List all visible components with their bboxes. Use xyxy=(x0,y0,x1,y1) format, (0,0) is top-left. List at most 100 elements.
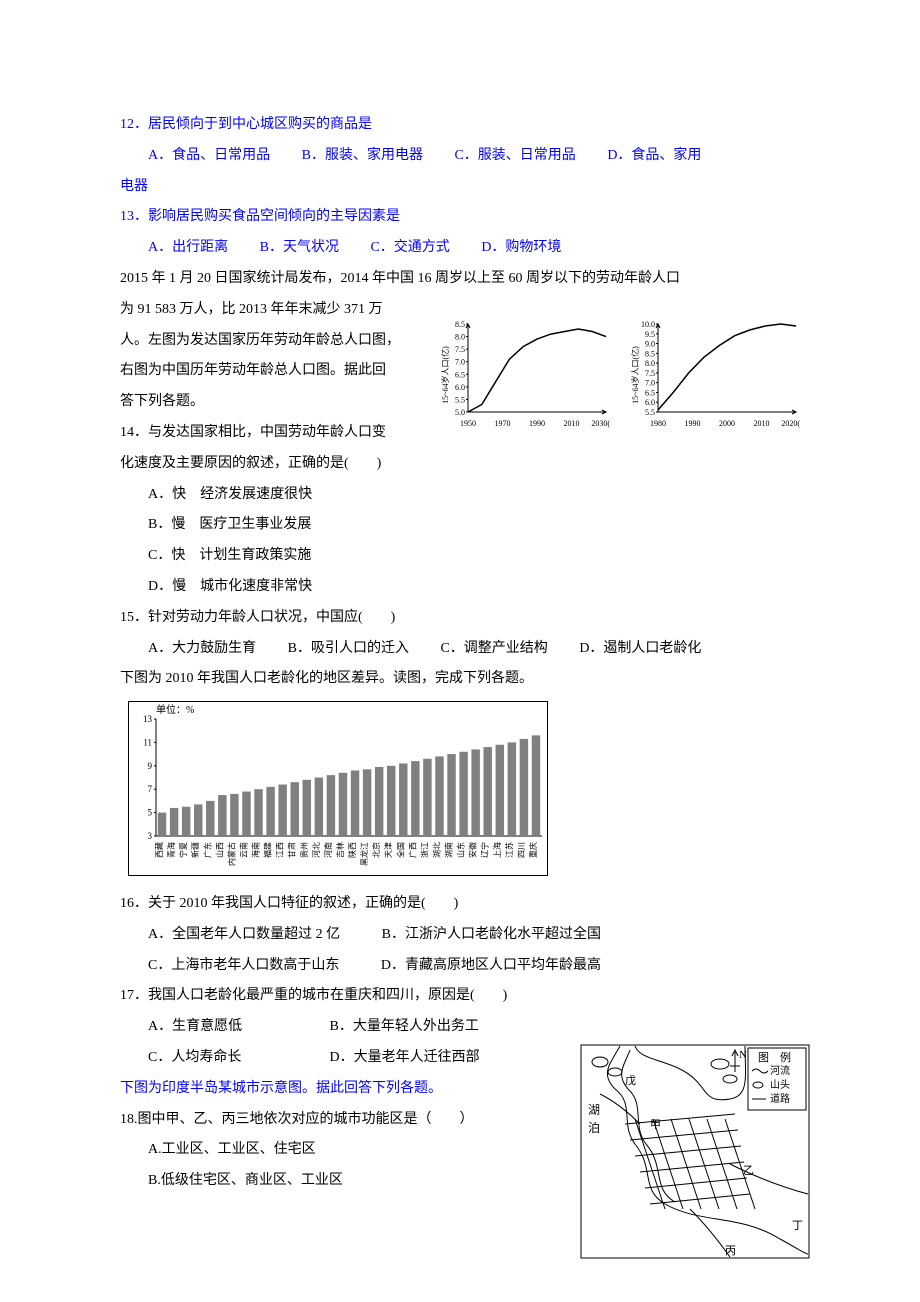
svg-text:浙江: 浙江 xyxy=(419,842,429,858)
svg-text:8.0: 8.0 xyxy=(645,359,655,368)
opt-c: C．交通方式 xyxy=(370,233,449,264)
svg-text:乙: 乙 xyxy=(743,1164,754,1177)
q-stem: 图中甲、乙、丙三地依次对应的城市功能区是（ ） xyxy=(138,1112,474,1127)
opt-a: A．食品、日常用品 xyxy=(148,141,270,172)
context-para-l5: 答下列各题。 xyxy=(120,387,420,418)
svg-text:安徽: 安徽 xyxy=(468,842,478,858)
svg-text:湖: 湖 xyxy=(588,1102,600,1117)
line-charts-row: 5.05.56.06.57.07.58.08.51950197019902010… xyxy=(440,320,810,430)
svg-text:9: 9 xyxy=(148,761,153,771)
svg-text:重庆: 重庆 xyxy=(528,842,538,858)
context-para2: 下图为 2010 年我国人口老龄化的地区差异。读图，完成下列各题。 xyxy=(120,664,810,695)
china-chart: 5.56.06.57.07.58.08.59.09.510.0198019902… xyxy=(630,320,800,430)
svg-text:9.5: 9.5 xyxy=(645,330,655,339)
svg-text:江西: 江西 xyxy=(276,842,285,858)
q-stem: 针对劳动力年龄人口状况，中国应( ) xyxy=(148,610,395,625)
svg-text:河北: 河北 xyxy=(311,842,321,858)
svg-text:7: 7 xyxy=(148,784,153,794)
q-stem: 关于 2010 年我国人口特征的叙述，正确的是( ) xyxy=(148,896,458,911)
svg-text:10.0: 10.0 xyxy=(641,320,655,329)
svg-text:图 例: 图 例 xyxy=(758,1050,791,1064)
svg-text:天津: 天津 xyxy=(383,842,393,858)
opt-b: B．吸引人口的迁入 xyxy=(288,634,409,665)
opt-d: D．购物环境 xyxy=(481,233,561,264)
svg-text:5: 5 xyxy=(148,808,153,818)
q-stem: 我国人口老龄化最严重的城市在重庆和四川，原因是( ) xyxy=(148,988,507,1003)
svg-text:6.0: 6.0 xyxy=(455,383,465,392)
svg-text:6.5: 6.5 xyxy=(455,370,465,379)
svg-text:3: 3 xyxy=(148,831,153,841)
svg-text:陕西: 陕西 xyxy=(347,842,357,858)
svg-text:青海: 青海 xyxy=(166,842,176,858)
opt-c: C．服装、日常用品 xyxy=(454,141,575,172)
opt-d: D．遏制人口老龄化 xyxy=(579,634,701,665)
svg-text:1990: 1990 xyxy=(685,419,701,428)
opt-d: D．慢 城市化速度非常快 xyxy=(120,572,810,603)
svg-text:13: 13 xyxy=(143,714,153,724)
q-num: 13． xyxy=(120,209,148,224)
svg-text:道路: 道路 xyxy=(770,1092,790,1105)
q-stem-l2: 化速度及主要原因的叙述，正确的是( ) xyxy=(120,449,810,480)
svg-text:云南: 云南 xyxy=(238,842,248,858)
svg-text:7.5: 7.5 xyxy=(645,369,655,378)
developed-countries-chart: 5.05.56.06.57.07.58.08.51950197019902010… xyxy=(440,320,610,430)
opt-a: A．出行距离 xyxy=(148,233,228,264)
svg-text:5.5: 5.5 xyxy=(455,395,465,404)
opt-a: A．快 经济发展速度很快 xyxy=(120,480,810,511)
q-num: 17． xyxy=(120,988,148,1003)
svg-text:15~64岁人口(亿): 15~64岁人口(亿) xyxy=(440,346,450,404)
svg-text:上海: 上海 xyxy=(492,842,502,858)
svg-text:7.0: 7.0 xyxy=(455,358,465,367)
svg-text:2020(年): 2020(年) xyxy=(781,418,800,428)
opt-b: B．大量年轻人外出务工 xyxy=(330,1012,479,1043)
q-stem: 影响居民购买食品空间倾向的主导因素是 xyxy=(148,209,400,224)
svg-text:山西: 山西 xyxy=(214,842,224,858)
svg-text:11: 11 xyxy=(143,738,152,748)
opt-d: D．食品、家用 xyxy=(607,141,701,172)
svg-text:8.5: 8.5 xyxy=(455,320,465,329)
svg-text:9.0: 9.0 xyxy=(645,340,655,349)
svg-text:海南: 海南 xyxy=(251,842,261,858)
q-num: 18. xyxy=(120,1112,138,1127)
opt-a: A．生育意愿低 xyxy=(148,1012,298,1043)
svg-text:宁夏: 宁夏 xyxy=(178,842,188,858)
context-para-l2: 为 91 583 万人，比 2013 年年末减少 371 万 xyxy=(120,295,420,326)
svg-text:辽宁: 辽宁 xyxy=(480,842,490,858)
svg-text:黑龙江: 黑龙江 xyxy=(359,842,369,866)
context-para-l4: 右图为中国历年劳动年龄总人口图。据此回 xyxy=(120,356,420,387)
opt-c: C．上海市老年人口数高于山东 xyxy=(148,951,339,982)
svg-text:5.0: 5.0 xyxy=(455,408,465,417)
svg-text:2000: 2000 xyxy=(719,419,735,428)
svg-text:1970: 1970 xyxy=(495,419,511,428)
svg-text:2010: 2010 xyxy=(564,419,580,428)
svg-text:6.5: 6.5 xyxy=(645,388,655,397)
svg-text:泊: 泊 xyxy=(588,1121,600,1135)
svg-text:单位：%: 单位：% xyxy=(156,703,194,716)
svg-text:丙: 丙 xyxy=(725,1245,736,1257)
svg-text:1980: 1980 xyxy=(650,419,666,428)
q-num: 15． xyxy=(120,610,148,625)
opt-a: A．全国老年人口数量超过 2 亿 xyxy=(148,920,340,951)
svg-text:福建: 福建 xyxy=(263,842,273,858)
opt-b: B．服装、家用电器 xyxy=(302,141,423,172)
svg-text:7.5: 7.5 xyxy=(455,345,465,354)
svg-text:N: N xyxy=(739,1049,747,1061)
svg-text:戊: 戊 xyxy=(625,1074,636,1087)
svg-text:吉林: 吉林 xyxy=(335,842,345,858)
svg-text:内蒙古: 内蒙古 xyxy=(226,842,236,866)
q-num: 16． xyxy=(120,896,148,911)
q-num: 14． xyxy=(120,425,148,440)
svg-text:江苏: 江苏 xyxy=(504,842,514,858)
svg-text:15~64岁人口(亿): 15~64岁人口(亿) xyxy=(630,346,640,404)
svg-text:甲: 甲 xyxy=(650,1119,661,1131)
svg-text:河南: 河南 xyxy=(323,842,333,858)
opt-d-tail: 电器 xyxy=(120,172,810,203)
opt-c: C．快 计划生育政策实施 xyxy=(120,541,810,572)
svg-text:河流: 河流 xyxy=(770,1064,790,1077)
svg-text:6.0: 6.0 xyxy=(645,398,655,407)
opt-c: C．人均寿命长 xyxy=(148,1043,298,1074)
svg-text:四川: 四川 xyxy=(517,842,526,858)
city-map: 湖泊戊 甲 乙 丙 丁 N 图 例河流山头道路 xyxy=(580,1044,810,1272)
svg-text:2030(年): 2030(年) xyxy=(591,418,610,428)
opt-b: B．慢 医疗卫生事业发展 xyxy=(120,510,810,541)
